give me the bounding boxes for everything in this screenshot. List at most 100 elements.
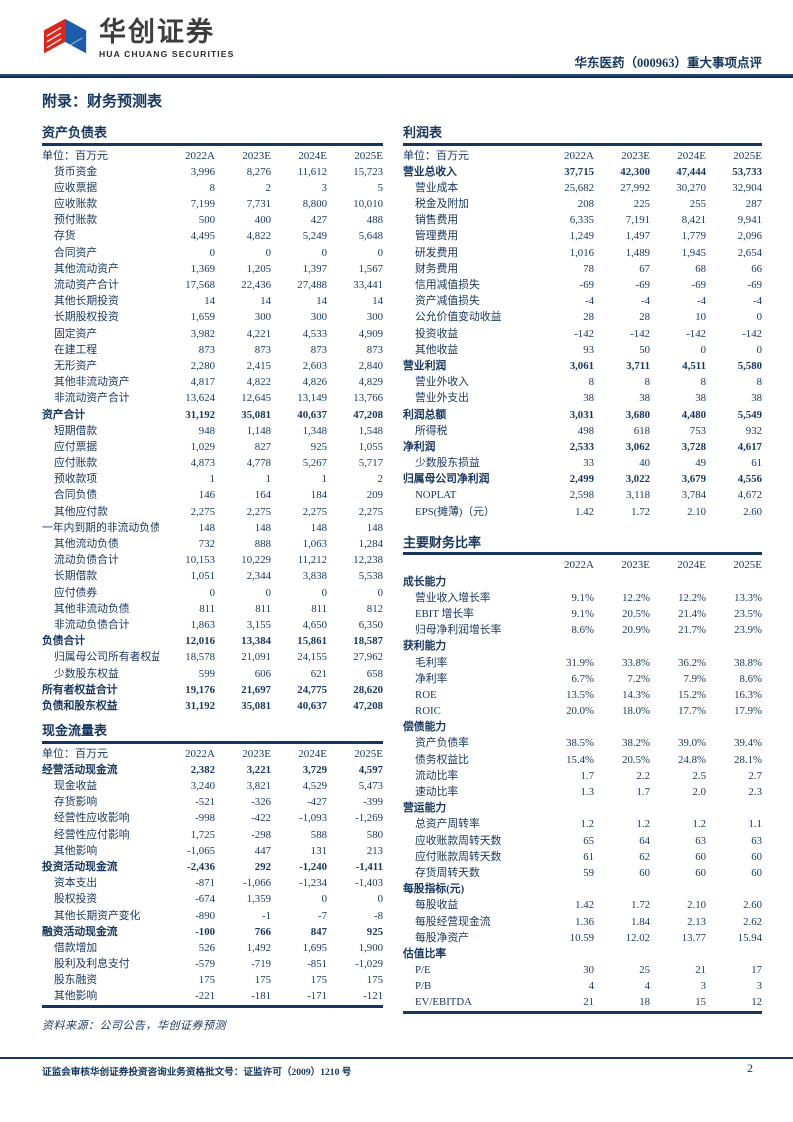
row-value: 618 bbox=[633, 424, 650, 437]
row-value: 175 bbox=[254, 974, 271, 987]
row-value: 1.36 bbox=[575, 915, 594, 928]
financial-ratios-table: 主要财务比率 2022A 2023E 2024E 2025E 成长能力 营业收入增… bbox=[403, 534, 762, 1014]
row-value: 20.5% bbox=[622, 607, 650, 620]
row-value: 5,580 bbox=[737, 359, 762, 372]
row-label: 偿债能力 bbox=[403, 721, 447, 734]
row-value: 2,382 bbox=[190, 763, 215, 776]
row-value: 400 bbox=[254, 214, 271, 227]
section-header-row: 成长能力 bbox=[403, 574, 762, 590]
row-value: 1,497 bbox=[625, 230, 650, 243]
row-value: 21 bbox=[695, 964, 706, 977]
year-column: 2025E bbox=[733, 559, 762, 572]
row-value: 1,900 bbox=[358, 941, 383, 954]
row-value: 3,118 bbox=[626, 489, 650, 502]
row-label: 其他收益 bbox=[415, 343, 459, 356]
row-value: 8 bbox=[756, 376, 762, 389]
row-label: EPS(摊薄)（元） bbox=[415, 505, 495, 518]
row-value: 1.1 bbox=[748, 818, 763, 831]
row-value: 33.8% bbox=[622, 656, 650, 669]
row-label: 应收账款 bbox=[54, 198, 98, 211]
table-row: 营业总收入 37,715 42,300 47,444 53,733 bbox=[403, 164, 762, 180]
row-label: 债务权益比 bbox=[415, 753, 469, 766]
row-value: 36.2% bbox=[678, 656, 706, 669]
row-value: 148 bbox=[254, 521, 271, 534]
row-value: -1 bbox=[262, 909, 271, 922]
row-label: 其他非流动资产 bbox=[54, 376, 130, 389]
row-value: 38 bbox=[751, 392, 762, 405]
row-value: 31,192 bbox=[185, 408, 215, 421]
table-row: 少数股东损益 33 40 49 61 bbox=[403, 455, 762, 471]
table-row: 应收账款周转天数 65 64 63 63 bbox=[403, 833, 762, 849]
row-value: 12,645 bbox=[241, 392, 271, 405]
row-value: 3 bbox=[321, 181, 327, 194]
row-value: 66 bbox=[751, 262, 762, 275]
row-value: -221 bbox=[195, 990, 215, 1003]
row-value: 1.7 bbox=[580, 769, 595, 782]
row-value: 932 bbox=[745, 424, 762, 437]
row-value: 1,369 bbox=[190, 262, 215, 275]
row-value: 1,492 bbox=[246, 941, 271, 954]
row-value: -181 bbox=[251, 990, 271, 1003]
row-label: P/B bbox=[415, 980, 432, 993]
table-row: 信用减值损失 -69 -69 -69 -69 bbox=[403, 277, 762, 293]
table-row: 借款增加 526 1,492 1,695 1,900 bbox=[42, 940, 383, 956]
row-value: 59 bbox=[583, 866, 594, 879]
year-column: 2024E bbox=[298, 747, 327, 760]
row-value: 12,016 bbox=[185, 635, 215, 648]
row-value: 61 bbox=[751, 457, 762, 470]
row-value: 2,275 bbox=[246, 505, 271, 518]
row-value: 427 bbox=[310, 214, 327, 227]
row-value: -1,029 bbox=[355, 958, 383, 971]
row-value: 0 bbox=[756, 343, 762, 356]
row-value: 4,826 bbox=[302, 376, 327, 389]
year-column: 2022A bbox=[564, 149, 594, 162]
row-label: 一年内到期的非流动负债 bbox=[42, 521, 159, 534]
row-value: 812 bbox=[366, 602, 383, 615]
row-value: 811 bbox=[199, 602, 215, 615]
table-row: 债务权益比 15.4% 20.5% 24.8% 28.1% bbox=[403, 752, 762, 768]
section-header-row: 获利能力 bbox=[403, 638, 762, 654]
table-rows: 营业总收入 37,715 42,300 47,444 53,733 营业成本 25,682 2… bbox=[403, 164, 762, 520]
row-value: 2.10 bbox=[687, 505, 706, 518]
table-row: 预收款项 1 1 1 2 bbox=[42, 471, 383, 487]
row-label: 长期股权投资 bbox=[54, 311, 119, 324]
row-value: 39.0% bbox=[678, 737, 706, 750]
left-column: 资产负债表 单位：百万元 2022A 2023E 2024E 2025E 货币资… bbox=[42, 124, 383, 1033]
row-value: 14 bbox=[372, 295, 383, 308]
table-row: 应付账款 4,873 4,778 5,267 5,717 bbox=[42, 455, 383, 471]
row-label: 负债合计 bbox=[42, 635, 86, 648]
table-rows: 经营活动现金流 2,382 3,221 3,729 4,597 现金收益 3,240 3,82… bbox=[42, 762, 383, 1005]
section-header-row: 每股指标(元) bbox=[403, 881, 762, 897]
row-value: -8 bbox=[374, 909, 383, 922]
row-value: 13,766 bbox=[353, 392, 383, 405]
row-value: 4,778 bbox=[246, 457, 271, 470]
row-value: 1.2 bbox=[636, 818, 651, 831]
row-value: 35,081 bbox=[241, 699, 271, 712]
row-value: 3,784 bbox=[681, 489, 706, 502]
row-value: 3,680 bbox=[625, 408, 650, 421]
year-column: 2025E bbox=[733, 149, 762, 162]
row-value: 2.62 bbox=[743, 915, 762, 928]
row-value: 21,091 bbox=[241, 651, 271, 664]
row-value: 78 bbox=[583, 262, 594, 275]
row-value: 175 bbox=[198, 974, 215, 987]
table-row: 其他流动负债 732 888 1,063 1,284 bbox=[42, 536, 383, 552]
row-value: 2,275 bbox=[358, 505, 383, 518]
row-value: 2.2 bbox=[636, 769, 651, 782]
row-value: 1,016 bbox=[569, 246, 594, 259]
row-value: 38.5% bbox=[566, 737, 594, 750]
row-value: 1,359 bbox=[246, 893, 271, 906]
table-row: 负债合计 12,016 13,384 15,861 18,587 bbox=[42, 633, 383, 649]
table-title: 主要财务比率 bbox=[403, 534, 762, 556]
row-value: 1,063 bbox=[302, 538, 327, 551]
row-value: 12.2% bbox=[678, 591, 706, 604]
table-row: 存货周转天数 59 60 60 60 bbox=[403, 865, 762, 881]
row-value: 12,238 bbox=[353, 554, 383, 567]
row-value: 7,731 bbox=[246, 198, 271, 211]
row-value: 213 bbox=[366, 844, 383, 857]
row-label: 销售费用 bbox=[415, 214, 459, 227]
row-value: -142 bbox=[574, 327, 594, 340]
row-value: 31.9% bbox=[566, 656, 594, 669]
row-value: 3 bbox=[756, 980, 762, 993]
row-label: 估值比率 bbox=[403, 947, 447, 960]
